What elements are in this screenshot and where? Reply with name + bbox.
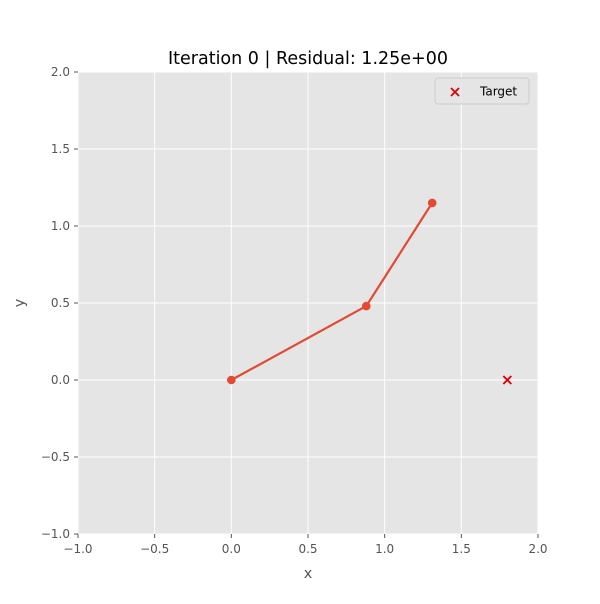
legend: Target bbox=[434, 77, 530, 105]
x-axis-label: x bbox=[304, 566, 313, 582]
y-tick-label: −1.0 bbox=[41, 527, 70, 541]
y-tick-label: 1.0 bbox=[51, 219, 70, 233]
y-tick-label: −0.5 bbox=[41, 450, 70, 464]
y-tick-label: 2.0 bbox=[51, 65, 70, 79]
x-tick-label: 1.0 bbox=[375, 542, 394, 556]
legend-label: Target bbox=[479, 85, 517, 99]
y-tick-label: 0.0 bbox=[51, 373, 70, 387]
series-layer bbox=[227, 198, 512, 385]
target-marker bbox=[502, 375, 512, 385]
legend-marker bbox=[450, 87, 460, 97]
y-tick-label: 0.5 bbox=[51, 296, 70, 310]
x-tick-label: 0.5 bbox=[298, 542, 317, 556]
x-tick-label: 1.5 bbox=[452, 542, 471, 556]
x-tick-label: −1.0 bbox=[63, 542, 92, 556]
x-tick-label: 0.0 bbox=[222, 542, 241, 556]
axis-ticks: −1.0 −0.5 0.0 0.5 1.0 1.5 2.0 −1.0 −0.5 0.0 0.5 1.0… bbox=[41, 65, 548, 556]
chart-title: Iteration 0 | Residual: 1.25e+00 bbox=[168, 49, 448, 69]
joint-point-0 bbox=[227, 375, 236, 385]
y-axis-label: y bbox=[12, 298, 28, 307]
joint-point-2 bbox=[427, 198, 437, 208]
legend-box bbox=[434, 77, 530, 105]
y-tick-label: 1.5 bbox=[51, 142, 70, 156]
x-tick-label: −0.5 bbox=[140, 542, 169, 556]
x-tick-label: 2.0 bbox=[528, 542, 547, 556]
joint-point-1 bbox=[361, 301, 371, 311]
